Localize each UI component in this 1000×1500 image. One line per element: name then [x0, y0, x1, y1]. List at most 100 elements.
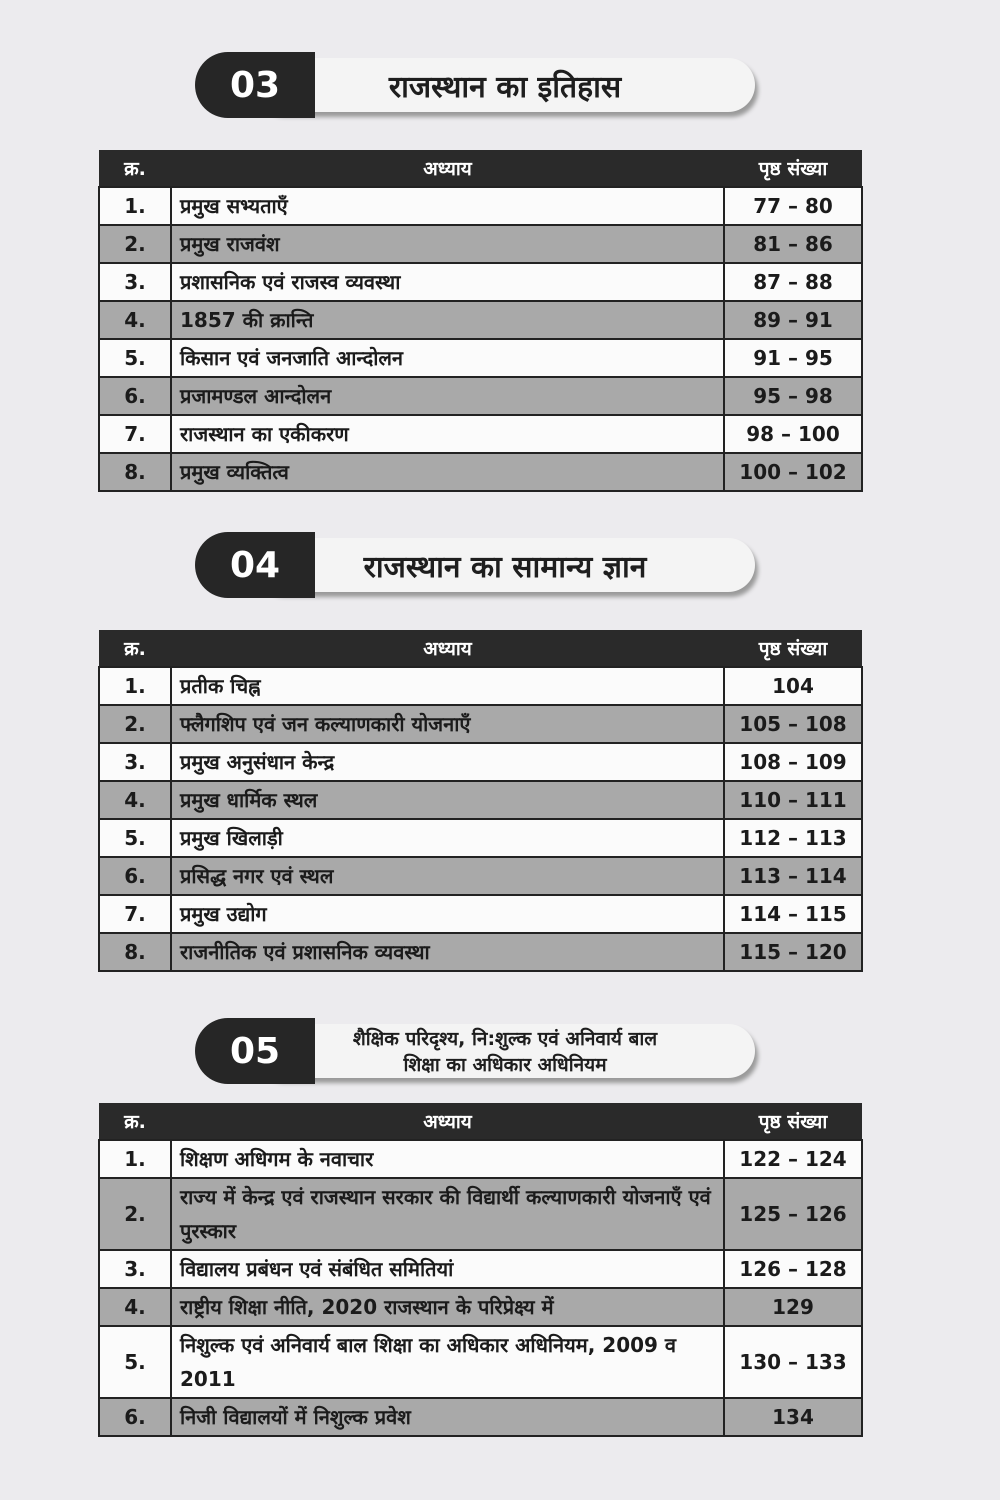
title-line: राजस्थान का सामान्य ज्ञान — [363, 549, 647, 585]
table-cell: प्रमुख उद्योग — [170, 894, 725, 934]
table-cell: 7. — [98, 414, 172, 454]
table-cell: 4. — [98, 300, 172, 340]
contents-table: क्र. अध्याय पृष्ठ संख्या 1. प्रतीक चिह्न 104 2… — [98, 630, 863, 972]
table-row: 1. शिक्षण अधिगम के नवाचार 122 – 124 — [98, 1139, 863, 1179]
table-cell: 2. — [98, 704, 172, 744]
table-cell: 81 – 86 — [723, 224, 863, 264]
table-row: 8. प्रमुख व्यक्तित्व 100 – 102 — [98, 452, 863, 492]
table-cell: प्रतीक चिह्न — [170, 666, 725, 706]
section-banner: राजस्थान का सामान्य ज्ञान 04 — [195, 532, 755, 598]
table-row: 2. राज्य में केन्द्र एवं राजस्थान सरकार क… — [98, 1177, 863, 1251]
table-cell: 130 – 133 — [723, 1325, 863, 1399]
table-cell: प्रमुख धार्मिक स्थल — [170, 780, 725, 820]
table-cell: 3. — [98, 1249, 172, 1289]
table-cell: विद्यालय प्रबंधन एवं संबंधित समितियां — [170, 1249, 725, 1289]
table-cell: 2. — [98, 1177, 172, 1251]
section-title: शैक्षिक परिदृश्य, नि:शुल्क एवं अनिवार्य … — [255, 1024, 755, 1078]
table-row: 2. प्रमुख राजवंश 81 – 86 — [98, 224, 863, 264]
table-cell: 1. — [98, 186, 172, 226]
table-row: 7. प्रमुख उद्योग 114 – 115 — [98, 894, 863, 934]
table-cell: राष्ट्रीय शिक्षा नीति, 2020 राजस्थान के … — [170, 1287, 725, 1327]
table-cell: प्रमुख अनुसंधान केन्द्र — [170, 742, 725, 782]
table-row: 1. प्रमुख सभ्यताएँ 77 – 80 — [98, 186, 863, 226]
table-row: 1. प्रतीक चिह्न 104 — [98, 666, 863, 706]
table-cell: 129 — [723, 1287, 863, 1327]
table-cell: 122 – 124 — [723, 1139, 863, 1179]
table-cell: किसान एवं जनजाति आन्दोलन — [170, 338, 725, 378]
table-cell: 3. — [98, 262, 172, 302]
table-cell: 113 – 114 — [723, 856, 863, 896]
table-cell: निजी विद्यालयों में निशुल्क प्रवेश — [170, 1397, 725, 1437]
table-row: 6. निजी विद्यालयों में निशुल्क प्रवेश 134 — [98, 1397, 863, 1437]
table-row: 6. प्रजामण्डल आन्दोलन 95 – 98 — [98, 376, 863, 416]
table-cell: शिक्षण अधिगम के नवाचार — [170, 1139, 725, 1179]
table-cell: राज्य में केन्द्र एवं राजस्थान सरकार की … — [170, 1177, 725, 1251]
table-cell: 1. — [98, 1139, 172, 1179]
section-number: 04 — [195, 532, 315, 598]
table-cell: 95 – 98 — [723, 376, 863, 416]
section-banner: शैक्षिक परिदृश्य, नि:शुल्क एवं अनिवार्य … — [195, 1018, 755, 1084]
header-row: क्र. अध्याय पृष्ठ संख्या — [99, 1103, 862, 1140]
table-cell: 98 – 100 — [723, 414, 863, 454]
header-cell: क्र. — [99, 1103, 171, 1140]
section-title: राजस्थान का इतिहास — [255, 58, 755, 112]
title-line: शिक्षा का अधिकार अधिनियम — [403, 1054, 607, 1076]
table-row: 5. किसान एवं जनजाति आन्दोलन 91 – 95 — [98, 338, 863, 378]
table-cell: प्रशासनिक एवं राजस्व व्यवस्था — [170, 262, 725, 302]
header-cell: पृष्ठ संख्या — [724, 150, 862, 187]
table-row: 2. फ्लैगशिप एवं जन कल्याणकारी योजनाएँ 105 … — [98, 704, 863, 744]
table-row: 3. प्रशासनिक एवं राजस्व व्यवस्था 87 – 88 — [98, 262, 863, 302]
table-row: 7. राजस्थान का एकीकरण 98 – 100 — [98, 414, 863, 454]
table-cell: 134 — [723, 1397, 863, 1437]
section-banner: राजस्थान का इतिहास 03 — [195, 52, 755, 118]
table-cell: 115 – 120 — [723, 932, 863, 972]
contents-table: क्र. अध्याय पृष्ठ संख्या 1. शिक्षण अधिगम के … — [98, 1103, 863, 1437]
table-row: 3. विद्यालय प्रबंधन एवं संबंधित समितियां 1… — [98, 1249, 863, 1289]
table-cell: 112 – 113 — [723, 818, 863, 858]
table-cell: प्रजामण्डल आन्दोलन — [170, 376, 725, 416]
table-row: 6. प्रसिद्ध नगर एवं स्थल 113 – 114 — [98, 856, 863, 896]
table-row: 5. प्रमुख खिलाड़ी 112 – 113 — [98, 818, 863, 858]
header-cell: अध्याय — [171, 1103, 724, 1140]
table-cell: 7. — [98, 894, 172, 934]
section-title: राजस्थान का सामान्य ज्ञान — [255, 538, 755, 592]
table-cell: राजस्थान का एकीकरण — [170, 414, 725, 454]
table-cell: प्रमुख सभ्यताएँ — [170, 186, 725, 226]
table-cell: 3. — [98, 742, 172, 782]
title-line: शैक्षिक परिदृश्य, नि:शुल्क एवं अनिवार्य … — [352, 1028, 658, 1050]
table-cell: 1. — [98, 666, 172, 706]
table-cell: 5. — [98, 338, 172, 378]
table-row: 4. प्रमुख धार्मिक स्थल 110 – 111 — [98, 780, 863, 820]
table-row: 3. प्रमुख अनुसंधान केन्द्र 108 – 109 — [98, 742, 863, 782]
header-cell: पृष्ठ संख्या — [724, 1103, 862, 1140]
table-cell: 87 – 88 — [723, 262, 863, 302]
table-cell: 5. — [98, 818, 172, 858]
table-row: 8. राजनीतिक एवं प्रशासनिक व्यवस्था 115 – 1… — [98, 932, 863, 972]
header-cell: क्र. — [99, 630, 171, 667]
table-cell: प्रमुख खिलाड़ी — [170, 818, 725, 858]
header-cell: क्र. — [99, 150, 171, 187]
table-cell: राजनीतिक एवं प्रशासनिक व्यवस्था — [170, 932, 725, 972]
table-cell: 89 – 91 — [723, 300, 863, 340]
table-cell: 2. — [98, 224, 172, 264]
table-cell: 4. — [98, 780, 172, 820]
table-cell: 8. — [98, 932, 172, 972]
table-cell: 126 – 128 — [723, 1249, 863, 1289]
table-cell: 1857 की क्रान्ति — [170, 300, 725, 340]
table-cell: 77 – 80 — [723, 186, 863, 226]
title-line: राजस्थान का इतिहास — [388, 69, 622, 105]
header-cell: पृष्ठ संख्या — [724, 630, 862, 667]
table-cell: प्रसिद्ध नगर एवं स्थल — [170, 856, 725, 896]
table-cell: निशुल्क एवं अनिवार्य बाल शिक्षा का अधिका… — [170, 1325, 725, 1399]
table-cell: 91 – 95 — [723, 338, 863, 378]
table-cell: 110 – 111 — [723, 780, 863, 820]
section-number: 05 — [195, 1018, 315, 1084]
table-cell: 104 — [723, 666, 863, 706]
table-cell: 125 – 126 — [723, 1177, 863, 1251]
table-cell: 100 – 102 — [723, 452, 863, 492]
table-cell: फ्लैगशिप एवं जन कल्याणकारी योजनाएँ — [170, 704, 725, 744]
table-cell: 108 – 109 — [723, 742, 863, 782]
table-cell: प्रमुख राजवंश — [170, 224, 725, 264]
table-cell: 6. — [98, 856, 172, 896]
